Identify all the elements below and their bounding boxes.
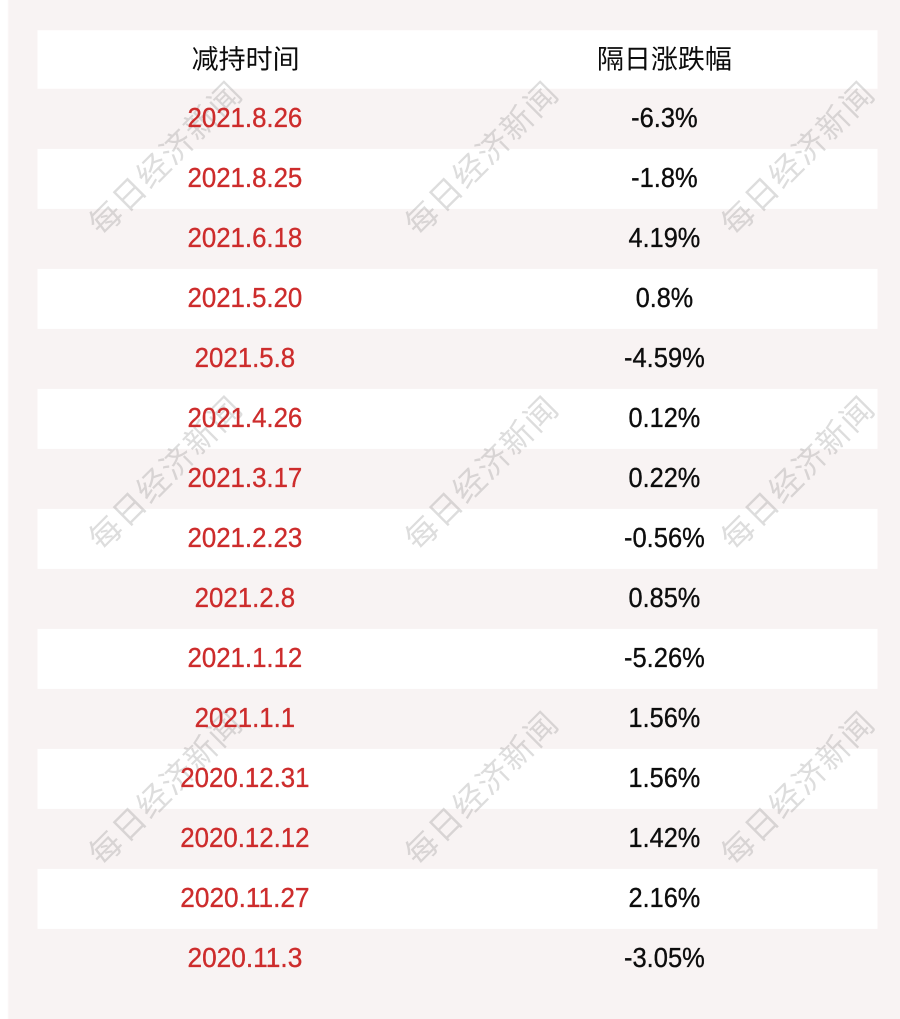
svg-text:2021.5.8: 2021.5.8	[195, 342, 296, 373]
svg-text:0.12%: 0.12%	[629, 402, 701, 433]
svg-text:2020.11.27: 2020.11.27	[180, 882, 309, 913]
svg-text:-3.05%: -3.05%	[624, 942, 705, 973]
svg-text:2020.12.12: 2020.12.12	[180, 822, 309, 853]
svg-text:0.22%: 0.22%	[629, 462, 701, 493]
svg-text:2021.8.26: 2021.8.26	[188, 102, 303, 133]
svg-text:2020.11.3: 2020.11.3	[188, 942, 303, 973]
svg-text:2021.5.20: 2021.5.20	[188, 282, 303, 313]
svg-text:-4.59%: -4.59%	[624, 342, 705, 373]
svg-text:4.19%: 4.19%	[629, 222, 701, 253]
svg-text:2021.6.18: 2021.6.18	[188, 222, 303, 253]
svg-text:2021.3.17: 2021.3.17	[188, 462, 303, 493]
svg-text:1.56%: 1.56%	[629, 762, 701, 793]
svg-text:-5.26%: -5.26%	[624, 642, 705, 673]
svg-text:2.16%: 2.16%	[629, 882, 701, 913]
svg-text:2021.8.25: 2021.8.25	[188, 162, 303, 193]
svg-text:2021.1.1: 2021.1.1	[195, 702, 296, 733]
svg-text:-0.56%: -0.56%	[624, 522, 705, 553]
svg-text:2021.1.12: 2021.1.12	[188, 642, 303, 673]
svg-text:-6.3%: -6.3%	[631, 102, 698, 133]
svg-text:2021.2.23: 2021.2.23	[188, 522, 303, 553]
svg-text:0.85%: 0.85%	[629, 582, 701, 613]
svg-text:1.56%: 1.56%	[629, 702, 701, 733]
svg-text:0.8%: 0.8%	[636, 282, 693, 313]
svg-text:1.42%: 1.42%	[629, 822, 701, 853]
svg-text:-1.8%: -1.8%	[631, 162, 698, 193]
svg-text:2021.2.8: 2021.2.8	[195, 582, 296, 613]
svg-text:2020.12.31: 2020.12.31	[180, 762, 309, 793]
svg-text:2021.4.26: 2021.4.26	[188, 402, 303, 433]
